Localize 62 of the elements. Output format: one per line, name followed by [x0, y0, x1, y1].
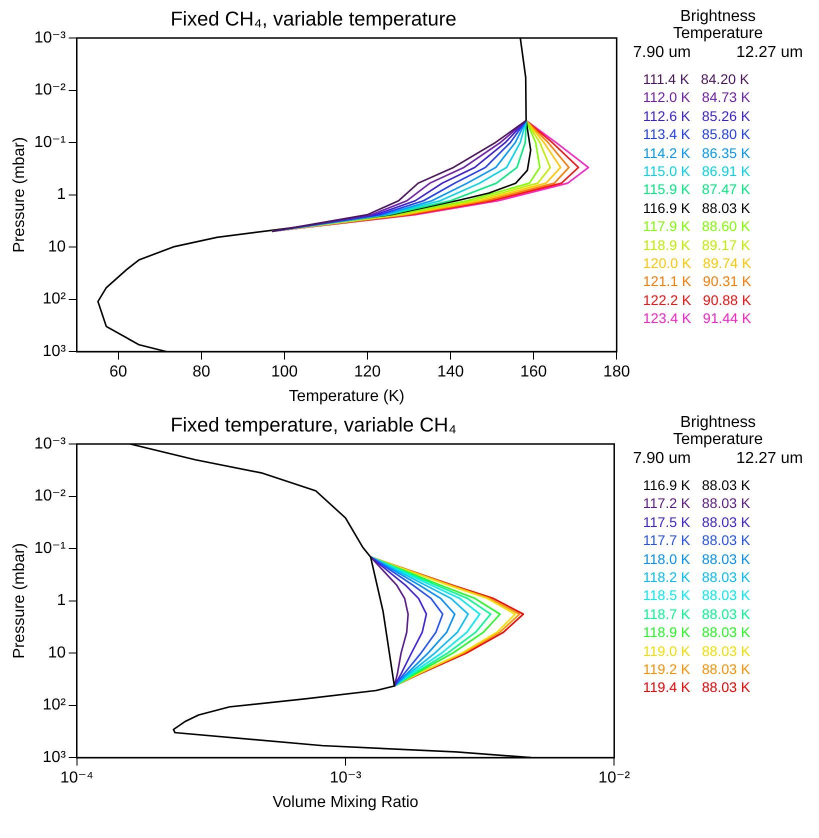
text: 7.90 um [633, 44, 691, 62]
text: 112.6 K 85.26 K [642, 106, 752, 126]
text: 115.0 K 86.91 K [642, 162, 752, 180]
text: 117.5 K 88.03 K [642, 512, 752, 532]
text: 123.4 K 91.44 K [642, 309, 752, 328]
chart-title: Fixed temperature, variable CH₄ [170, 414, 457, 437]
x-tick-label: 140 [437, 364, 464, 381]
x-tick-label: 120 [354, 364, 381, 381]
y-tick-label: 10³ [42, 749, 66, 766]
text: 118.2 K 88.03 K [642, 568, 752, 586]
x-tick-label: 10⁻² [598, 770, 631, 787]
text: 118.5 K 88.03 K [642, 586, 752, 605]
x-axis-title: Temperature (K) [288, 388, 405, 405]
text: 119.4 K 88.03 K [642, 678, 752, 697]
y-tick-label: 10² [42, 696, 66, 714]
text: 7.90 um [633, 450, 691, 468]
text: 12.27 um [736, 44, 803, 62]
y-tick-label: 10 [48, 238, 66, 256]
chart-title: Fixed CH₄, variable temperature [170, 8, 457, 31]
y-tick-label: 10⁻³ [34, 29, 66, 46]
text: 122.2 K 90.88 K [642, 290, 752, 310]
x-tick-label: 180 [603, 364, 630, 381]
text: 111.4 K 84.20 K [642, 70, 750, 88]
x-tick-label: 80 [192, 364, 210, 381]
y-axis-title: Pressure (mbar) [11, 543, 28, 659]
y-tick-label: 10⁻² [34, 82, 66, 99]
x-tick-label: 60 [109, 364, 128, 381]
legend-title: Brightness Temperature [672, 8, 764, 42]
y-tick-label: 10⁻³ [34, 435, 66, 452]
x-tick-label: 160 [520, 364, 548, 381]
text: 114.2 K 86.35 K [642, 144, 752, 162]
y-tick-label: 10² [42, 290, 66, 308]
y-tick-label: 10⁻² [34, 488, 66, 505]
x-tick-label: 10⁻⁴ [60, 770, 94, 787]
text: 118.7 K 88.03 K [642, 604, 752, 624]
y-tick-label: 10⁻¹ [34, 540, 66, 557]
text: 12.27 um [736, 450, 803, 468]
text: 118.9 K 88.03 K [642, 623, 752, 642]
x-axis-title: Volume Mixing Ratio [272, 794, 419, 811]
text: 115.9 K 87.47 K [642, 180, 752, 199]
text: 118.9 K 89.17 K [642, 236, 752, 254]
text: 116.9 K 88.03 K [642, 198, 752, 218]
x-tick-label: 10⁻³ [330, 770, 362, 787]
text: 120.0 K 89.74 K [642, 254, 752, 272]
text: 118.0 K 88.03 K [642, 550, 752, 568]
text: 117.9 K 88.60 K [642, 217, 752, 236]
text: 119.2 K 88.03 K [642, 660, 752, 678]
y-axis-title: Pressure (mbar) [11, 137, 28, 253]
legend-title: Brightness Temperature [672, 414, 764, 448]
text: 112.0 K 84.73 K [642, 88, 752, 107]
text: 117.2 K 88.03 K [642, 494, 752, 513]
y-tick-label: 10³ [42, 343, 66, 360]
x-tick-label: 100 [271, 364, 298, 381]
text: 121.1 K 90.31 K [642, 272, 752, 291]
y-tick-label: 1 [56, 592, 66, 610]
y-tick-label: 10 [48, 644, 66, 662]
text: 119.0 K 88.03 K [642, 642, 752, 660]
y-tick-label: 10⁻¹ [34, 134, 66, 151]
y-tick-label: 1 [56, 186, 66, 204]
text: 116.9 K 88.03 K [642, 476, 752, 494]
text: 117.7 K 88.03 K [642, 531, 752, 550]
text: 113.4 K 85.80 K [642, 125, 752, 144]
